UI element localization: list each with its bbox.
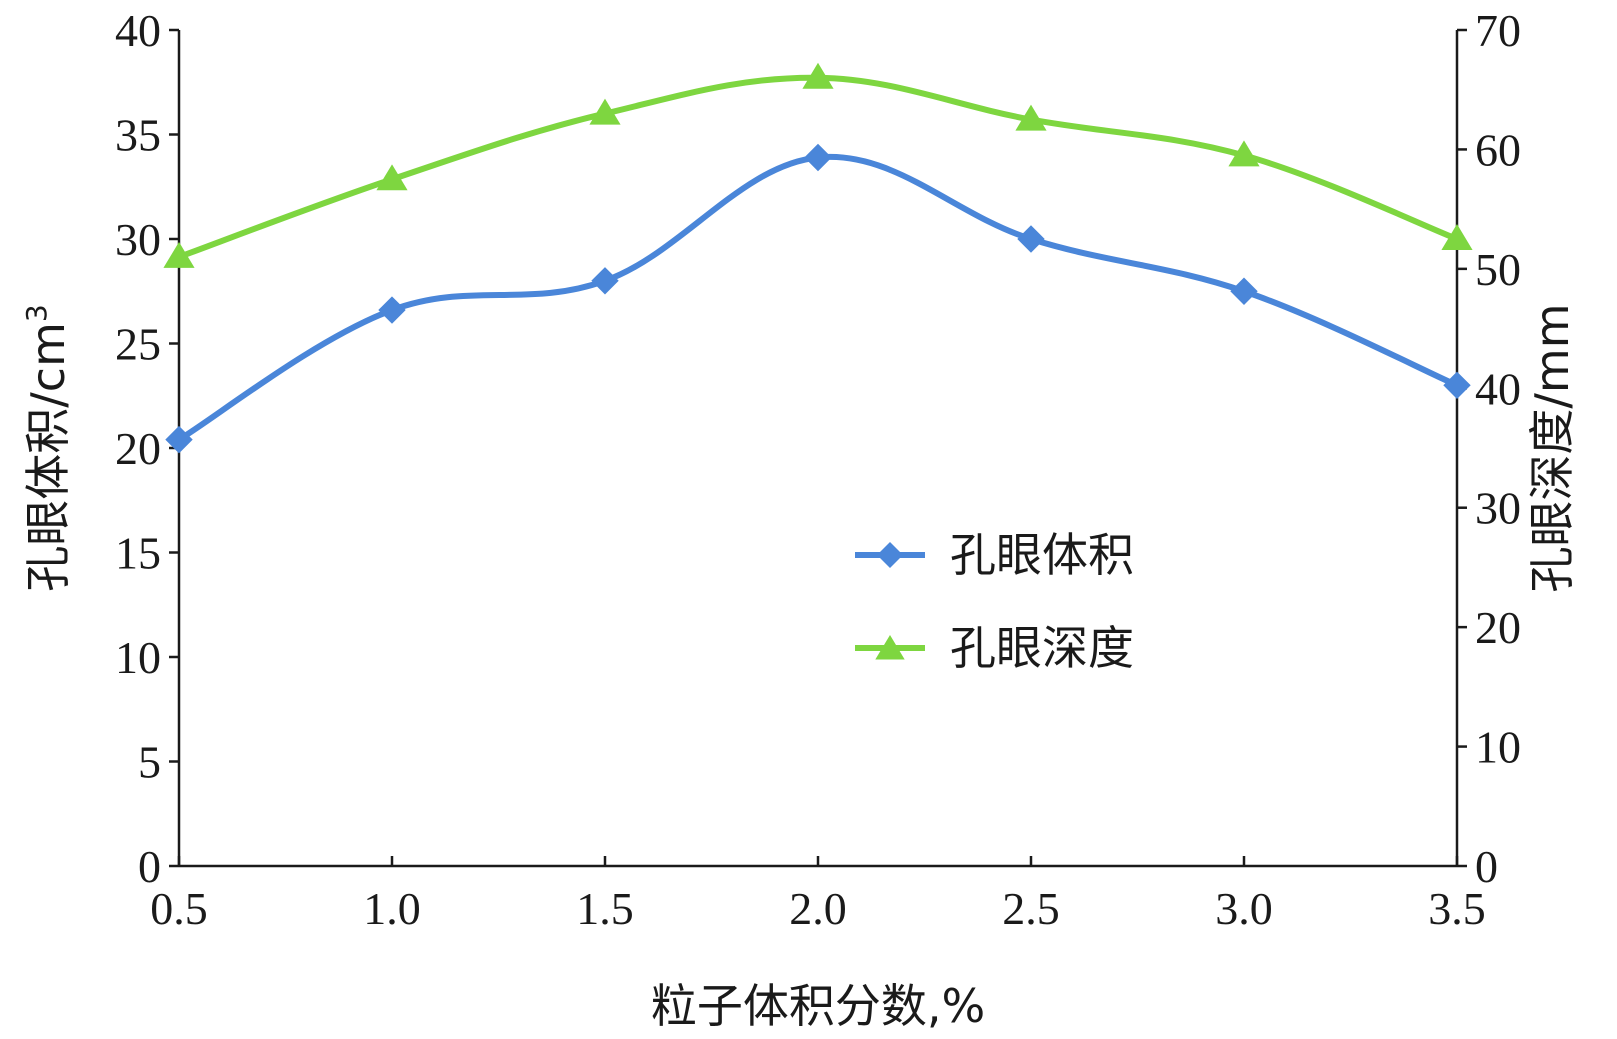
x-tick-label: 1.5: [576, 883, 634, 934]
x-tick-label: 3.0: [1215, 883, 1273, 934]
series-markers: [163, 62, 1473, 454]
x-axis-title: 粒子体积分数,%: [651, 979, 985, 1033]
right-y-tick-label: 50: [1475, 244, 1521, 295]
data-point-volume: [591, 267, 619, 295]
series-lines: [177, 74, 1459, 443]
x-tick-label: 3.5: [1428, 883, 1486, 934]
left-y-tick-label: 40: [115, 5, 161, 56]
data-point-depth: [1441, 224, 1473, 250]
data-point-depth: [802, 62, 834, 89]
right-y-tick-label: 0: [1475, 841, 1498, 892]
left-y-tick-label: 5: [138, 737, 161, 788]
left-y-tick-label: 0: [138, 841, 161, 892]
right-y-tick-label: 60: [1475, 124, 1521, 175]
x-tick-label: 2.5: [1002, 883, 1060, 934]
right-y-tick-label: 30: [1475, 483, 1521, 534]
x-tick-label: 2.0: [789, 883, 847, 934]
data-point-volume: [804, 143, 832, 172]
x-tick-label: 0.5: [150, 883, 208, 934]
right-axis-title-group: 孔眼深度/mm: [1525, 303, 1579, 592]
left-axis-title: 孔眼体积/cm3: [20, 304, 75, 591]
data-point-volume: [1017, 225, 1045, 253]
legend-item-volume: 孔眼体积: [855, 528, 1134, 582]
data-point-volume: [1230, 277, 1258, 305]
ticks: [169, 28, 1467, 868]
legend-label-volume: 孔眼体积: [950, 528, 1134, 582]
tick-labels: 0 5 10 15 20 25 30 35 40 0 10 20 30 40 50 60 70 0.5 1.0 1.5…: [115, 5, 1521, 934]
data-point-depth: [376, 164, 408, 191]
legend-label-depth: 孔眼深度: [950, 621, 1134, 675]
left-y-tick-label: 25: [115, 319, 161, 370]
left-axis-title-text: 孔眼体积/cm: [21, 322, 75, 592]
legend-item-depth: 孔眼深度: [855, 621, 1134, 675]
right-axis-title: 孔眼深度/mm: [1525, 303, 1579, 592]
left-y-tick-label: 15: [115, 528, 161, 579]
legend-marker-depth: [875, 635, 905, 660]
data-point-volume: [1443, 371, 1471, 400]
legend-marker-volume: [877, 542, 903, 568]
data-point-depth: [1015, 104, 1047, 131]
right-y-tick-label: 10: [1475, 722, 1521, 773]
series-line-volume: [177, 153, 1459, 443]
data-point-depth: [1228, 140, 1260, 167]
data-point-depth: [589, 98, 621, 125]
right-y-tick-label: 40: [1475, 363, 1521, 414]
left-axis-title-superscript: 3: [20, 304, 53, 322]
legend: 孔眼体积 孔眼深度: [855, 528, 1134, 675]
data-point-volume: [378, 296, 406, 324]
left-y-tick-label: 30: [115, 214, 161, 265]
right-y-tick-label: 70: [1475, 5, 1521, 56]
x-tick-label: 1.0: [363, 883, 421, 934]
left-y-tick-label: 10: [115, 632, 161, 683]
left-axis-title-group: 孔眼体积/cm3: [20, 304, 75, 591]
data-point-depth: [163, 241, 195, 268]
left-y-tick-label: 35: [115, 110, 161, 161]
left-y-tick-label: 20: [115, 423, 161, 474]
right-y-tick-label: 20: [1475, 602, 1521, 653]
data-point-volume: [165, 425, 193, 454]
